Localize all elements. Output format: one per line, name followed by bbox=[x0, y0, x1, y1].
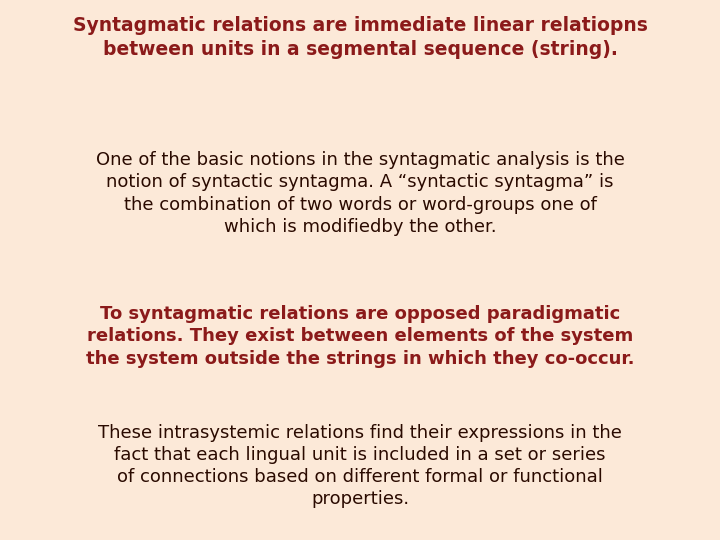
Text: These intrasystemic relations find their expressions in the
fact that each lingu: These intrasystemic relations find their… bbox=[98, 424, 622, 509]
Text: One of the basic notions in the syntagmatic analysis is the
notion of syntactic : One of the basic notions in the syntagma… bbox=[96, 151, 624, 236]
Text: To syntagmatic relations are opposed paradigmatic
relations. They exist between : To syntagmatic relations are opposed par… bbox=[86, 305, 634, 368]
Text: Syntagmatic relations are immediate linear relatiopns
between units in a segment: Syntagmatic relations are immediate line… bbox=[73, 16, 647, 59]
